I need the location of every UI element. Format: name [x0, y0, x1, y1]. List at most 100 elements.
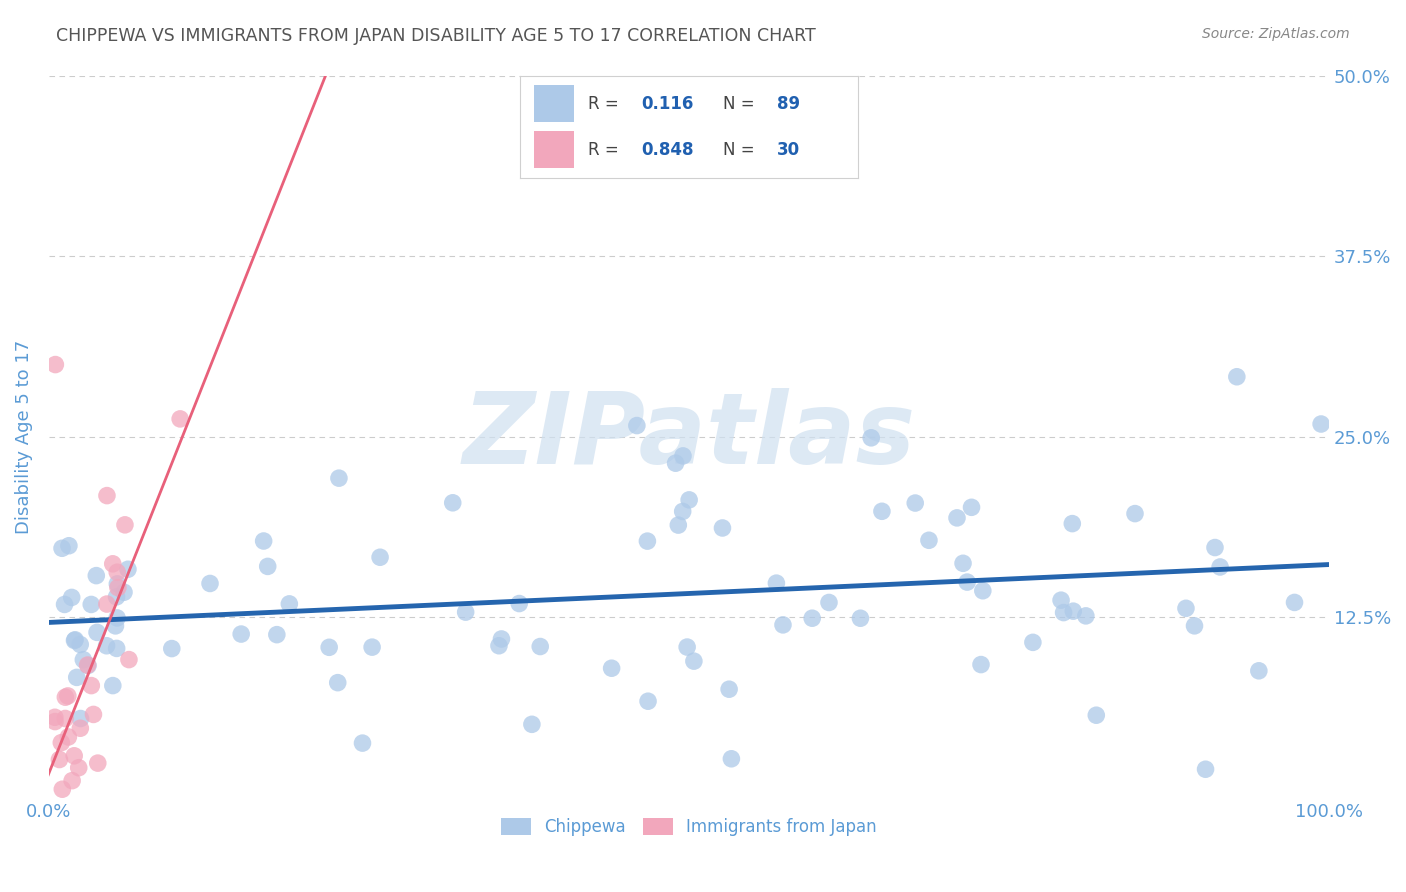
- Text: R =: R =: [588, 141, 624, 159]
- Point: [256, 559, 278, 574]
- Point: [60, 773, 83, 788]
- Point: [45, 820, 67, 834]
- Point: [318, 640, 340, 655]
- Point: [87, 756, 110, 771]
- Point: [520, 717, 543, 731]
- Point: [1175, 601, 1198, 615]
- Point: [326, 675, 349, 690]
- Point: [1310, 417, 1333, 431]
- Point: [508, 597, 530, 611]
- Point: [112, 585, 135, 599]
- Point: [80, 679, 103, 693]
- Point: [1226, 369, 1249, 384]
- Point: [718, 682, 741, 697]
- Point: [368, 550, 391, 565]
- Point: [101, 557, 124, 571]
- Point: [972, 583, 994, 598]
- Text: 0.116: 0.116: [641, 95, 695, 112]
- Point: [1123, 507, 1146, 521]
- Point: [67, 761, 90, 775]
- Y-axis label: Disability Age 5 to 17: Disability Age 5 to 17: [15, 340, 32, 534]
- Point: [169, 412, 191, 426]
- Point: [53, 690, 76, 705]
- Point: [278, 597, 301, 611]
- Point: [76, 658, 98, 673]
- Point: [672, 504, 695, 518]
- Point: [63, 748, 86, 763]
- Point: [49, 820, 72, 834]
- Point: [84, 568, 107, 582]
- Point: [105, 590, 128, 604]
- Point: [665, 456, 688, 470]
- Point: [51, 736, 73, 750]
- Point: [62, 820, 84, 834]
- Point: [44, 714, 66, 729]
- Point: [1085, 708, 1108, 723]
- Point: [105, 611, 128, 625]
- Point: [198, 576, 221, 591]
- Point: [1209, 560, 1232, 574]
- Point: [904, 496, 927, 510]
- Text: N =: N =: [723, 141, 759, 159]
- Point: [454, 605, 477, 619]
- Point: [69, 721, 91, 735]
- Point: [328, 471, 350, 485]
- Text: 30: 30: [776, 141, 800, 159]
- Point: [720, 752, 742, 766]
- Point: [711, 521, 734, 535]
- Point: [77, 658, 100, 673]
- Point: [101, 679, 124, 693]
- Text: 0.848: 0.848: [641, 141, 695, 159]
- Text: N =: N =: [723, 95, 759, 112]
- Point: [683, 654, 706, 668]
- Point: [80, 598, 103, 612]
- Point: [56, 689, 79, 703]
- Point: [51, 541, 73, 556]
- Point: [765, 576, 787, 591]
- Point: [1062, 516, 1084, 531]
- Point: [441, 496, 464, 510]
- Point: [870, 504, 893, 518]
- Point: [529, 640, 551, 654]
- Point: [860, 431, 883, 445]
- Point: [118, 652, 141, 666]
- Point: [107, 581, 129, 595]
- Point: [918, 533, 941, 548]
- Point: [672, 449, 695, 463]
- Point: [114, 517, 136, 532]
- Point: [86, 625, 108, 640]
- Point: [1184, 619, 1206, 633]
- Text: Source: ZipAtlas.com: Source: ZipAtlas.com: [1202, 27, 1350, 41]
- Point: [946, 511, 969, 525]
- Point: [105, 641, 128, 656]
- Point: [58, 539, 80, 553]
- Text: CHIPPEWA VS IMMIGRANTS FROM JAPAN DISABILITY AGE 5 TO 17 CORRELATION CHART: CHIPPEWA VS IMMIGRANTS FROM JAPAN DISABI…: [56, 27, 815, 45]
- Point: [231, 627, 253, 641]
- Point: [96, 489, 118, 503]
- Point: [637, 694, 659, 708]
- Point: [105, 577, 128, 591]
- Point: [361, 640, 384, 654]
- Point: [801, 611, 824, 625]
- Point: [48, 752, 70, 766]
- Point: [38, 811, 60, 825]
- Point: [491, 632, 513, 646]
- Text: ZIPatlas: ZIPatlas: [463, 388, 915, 485]
- Point: [72, 653, 94, 667]
- Point: [160, 641, 183, 656]
- Text: 89: 89: [776, 95, 800, 112]
- Point: [69, 712, 91, 726]
- Point: [44, 710, 66, 724]
- Point: [676, 640, 699, 654]
- Point: [53, 598, 76, 612]
- Point: [1052, 606, 1074, 620]
- Point: [1284, 595, 1306, 609]
- Point: [51, 782, 73, 797]
- Point: [60, 591, 83, 605]
- Point: [636, 534, 658, 549]
- Point: [960, 500, 983, 515]
- Point: [253, 534, 276, 549]
- Point: [666, 518, 689, 533]
- Point: [626, 418, 648, 433]
- Bar: [534, 131, 574, 168]
